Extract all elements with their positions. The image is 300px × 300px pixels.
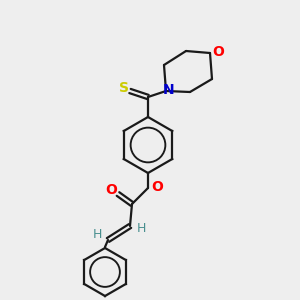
Text: N: N — [163, 83, 175, 97]
Text: H: H — [136, 221, 146, 235]
Text: O: O — [105, 183, 117, 197]
Text: H: H — [92, 227, 102, 241]
Text: O: O — [212, 45, 224, 59]
Text: O: O — [151, 180, 163, 194]
Text: S: S — [119, 81, 129, 95]
